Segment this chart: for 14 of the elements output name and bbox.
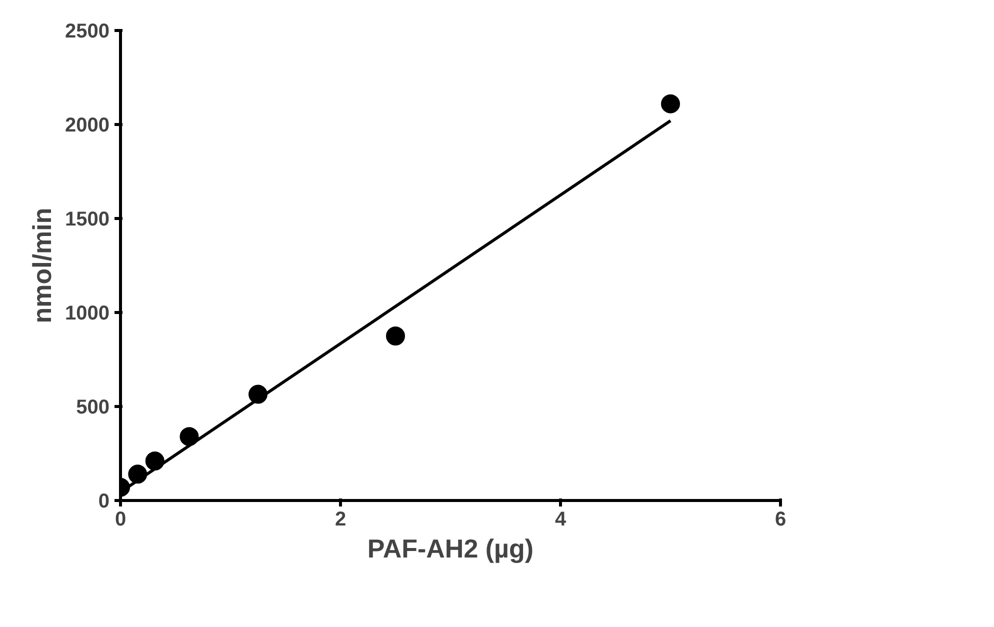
point	[661, 94, 680, 114]
y-tick-label: 1500	[65, 208, 110, 230]
y-axis-title: nmol/min	[27, 208, 58, 324]
point	[386, 326, 405, 346]
y-tick-label: 2500	[65, 20, 110, 42]
y-tick-label: 1000	[65, 302, 110, 324]
x-tick-label: 2	[334, 508, 346, 530]
x-tick-label: 6	[774, 508, 786, 530]
x-axis-title: PAF-AH2 (µg)	[367, 534, 534, 564]
y-tick-label: 500	[76, 396, 110, 418]
y-tick-label: 2000	[65, 114, 110, 136]
x-tick-label: 0	[114, 508, 126, 530]
x-tick-label: 4	[554, 508, 567, 530]
y-tick-label: 0	[98, 490, 110, 512]
